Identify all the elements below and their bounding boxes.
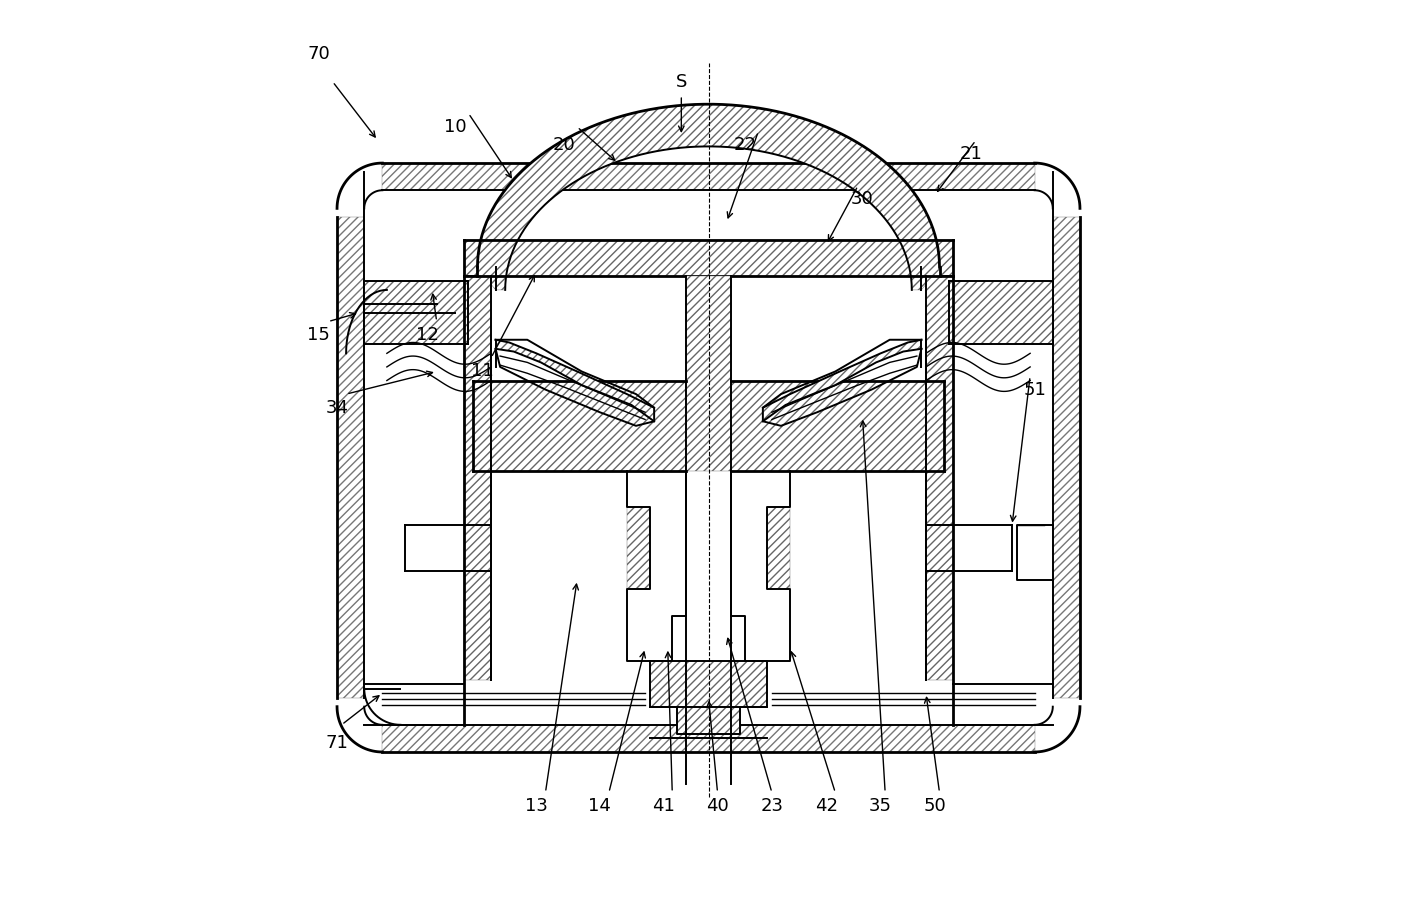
Polygon shape bbox=[948, 281, 1053, 344]
Text: 12: 12 bbox=[417, 326, 439, 344]
Text: 23: 23 bbox=[761, 797, 784, 815]
Text: 41: 41 bbox=[652, 797, 674, 815]
Polygon shape bbox=[473, 381, 686, 471]
Text: 71: 71 bbox=[326, 734, 349, 752]
Polygon shape bbox=[677, 707, 740, 734]
Polygon shape bbox=[463, 276, 492, 680]
Text: S: S bbox=[676, 72, 687, 91]
Text: 22: 22 bbox=[733, 136, 757, 154]
Text: 50: 50 bbox=[924, 797, 947, 815]
Polygon shape bbox=[731, 381, 944, 471]
Polygon shape bbox=[649, 661, 768, 707]
Polygon shape bbox=[686, 276, 731, 471]
Text: 21: 21 bbox=[959, 145, 982, 163]
Text: 20: 20 bbox=[553, 136, 575, 154]
Polygon shape bbox=[337, 217, 364, 698]
Polygon shape bbox=[626, 507, 649, 589]
Polygon shape bbox=[364, 281, 469, 344]
Text: 13: 13 bbox=[524, 797, 548, 815]
Text: 35: 35 bbox=[869, 797, 893, 815]
Polygon shape bbox=[383, 163, 1034, 190]
Polygon shape bbox=[478, 104, 939, 290]
Text: 14: 14 bbox=[588, 797, 611, 815]
Polygon shape bbox=[762, 340, 921, 421]
Polygon shape bbox=[463, 240, 954, 276]
Text: 11: 11 bbox=[470, 362, 493, 381]
Text: 42: 42 bbox=[815, 797, 837, 815]
Polygon shape bbox=[768, 507, 791, 589]
Text: 51: 51 bbox=[1023, 381, 1046, 399]
Text: 70: 70 bbox=[307, 45, 330, 63]
Text: 30: 30 bbox=[852, 190, 874, 208]
Text: 15: 15 bbox=[307, 326, 330, 344]
Polygon shape bbox=[1053, 217, 1080, 698]
Polygon shape bbox=[925, 276, 954, 680]
Polygon shape bbox=[496, 340, 655, 421]
Text: 34: 34 bbox=[326, 399, 349, 417]
Polygon shape bbox=[383, 725, 1034, 752]
Text: 40: 40 bbox=[706, 797, 728, 815]
Text: 10: 10 bbox=[444, 118, 466, 136]
